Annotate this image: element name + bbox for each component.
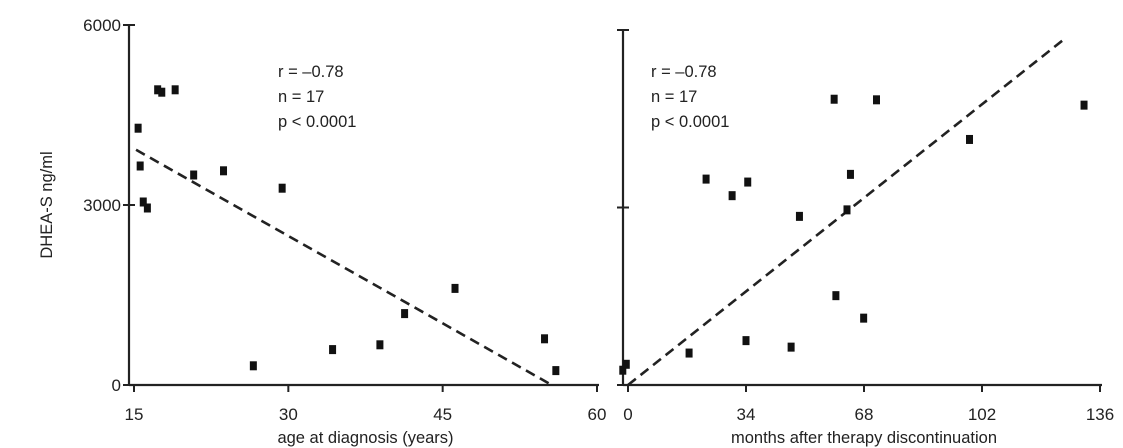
data-point (622, 359, 630, 369)
y-tick-label: 6000 (83, 16, 121, 35)
x-tick-label: 68 (855, 405, 874, 424)
stat-annotation: r = –0.78 (278, 63, 344, 81)
data-point (143, 203, 151, 213)
x-tick-label: 136 (1086, 405, 1114, 424)
stat-annotation: r = –0.78 (651, 63, 717, 81)
data-point (134, 123, 142, 133)
x-axis-title: months after therapy discontinuation (731, 429, 997, 447)
data-point (830, 94, 838, 104)
trend-line (135, 148, 553, 387)
y-tick-label: 3000 (83, 196, 121, 215)
data-point (966, 134, 974, 144)
data-point (742, 336, 750, 346)
y-tick-label: 0 (112, 376, 121, 395)
data-point (278, 183, 286, 193)
y-axis-title: DHEA-S ng/ml (38, 151, 56, 258)
data-point (744, 177, 752, 187)
x-tick-label: 102 (968, 405, 996, 424)
data-point (154, 85, 162, 95)
data-point (136, 161, 144, 171)
data-point (795, 211, 803, 221)
x-tick-label: 60 (588, 405, 607, 424)
data-point (329, 345, 337, 355)
data-point (702, 174, 710, 184)
data-point (787, 342, 795, 352)
data-point (220, 166, 228, 176)
data-point (541, 334, 549, 344)
data-point (860, 313, 868, 323)
left-panel-age-at-diagnosis: 0 3000 6000 15 30 45 60 age at diagnosis (years… (38, 16, 606, 447)
x-tick-label: 15 (125, 405, 144, 424)
data-point (451, 283, 459, 293)
data-point (728, 191, 736, 201)
data-point (190, 170, 198, 180)
data-point (171, 85, 179, 95)
x-tick-label: 0 (623, 405, 632, 424)
data-point (139, 197, 147, 207)
data-point (872, 95, 880, 105)
data-point (619, 365, 627, 375)
x-tick-label: 30 (279, 405, 298, 424)
data-point (832, 291, 840, 301)
data-point (1080, 100, 1088, 110)
right-panel-months-after-therapy: 0 34 68 102 136 months after therapy disconti… (617, 29, 1114, 447)
x-axis-title: age at diagnosis (years) (277, 429, 453, 447)
x-tick-label: 34 (737, 405, 756, 424)
data-point (249, 361, 257, 371)
data-point (846, 169, 854, 179)
data-point (843, 205, 851, 215)
stat-annotation: n = 17 (651, 88, 697, 106)
data-point (376, 340, 384, 350)
stat-annotation: p < 0.0001 (651, 113, 729, 131)
data-point (158, 87, 166, 97)
data-point (552, 366, 560, 376)
data-point (401, 309, 409, 319)
data-point (685, 348, 693, 358)
stat-annotation: n = 17 (278, 88, 324, 106)
stat-annotation: p < 0.0001 (278, 113, 356, 131)
x-tick-label: 45 (433, 405, 452, 424)
